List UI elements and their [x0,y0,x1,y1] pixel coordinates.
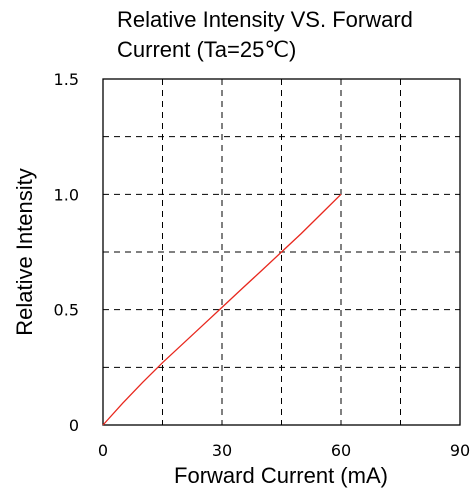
x-axis-label: Forward Current (mA) [174,463,388,488]
grid [103,79,460,425]
x-tick-label-3: 90 [450,441,470,460]
series-layer [102,193,342,426]
x-tick-label-0: 0 [98,441,108,460]
series-line-0 [102,193,342,426]
x-tick-label-2: 60 [331,441,351,460]
y-tick-label-1: 0.5 [54,301,79,320]
y-tick-label-2: 1.0 [54,185,79,204]
y-tick-label-3: 1.5 [54,70,79,89]
chart-title-line1: Relative Intensity VS. Forward [117,7,413,32]
x-tick-labels: 0 30 60 90 [98,441,470,460]
x-tick-label-1: 30 [212,441,232,460]
y-axis-label: Relative Intensity [12,168,37,336]
chart-title-line2: Current (Ta=25℃) [117,37,296,62]
y-tick-label-0: 0 [69,416,79,435]
y-tick-labels: 0 0.5 1.0 1.5 [54,70,79,435]
plot-frame [102,78,461,426]
